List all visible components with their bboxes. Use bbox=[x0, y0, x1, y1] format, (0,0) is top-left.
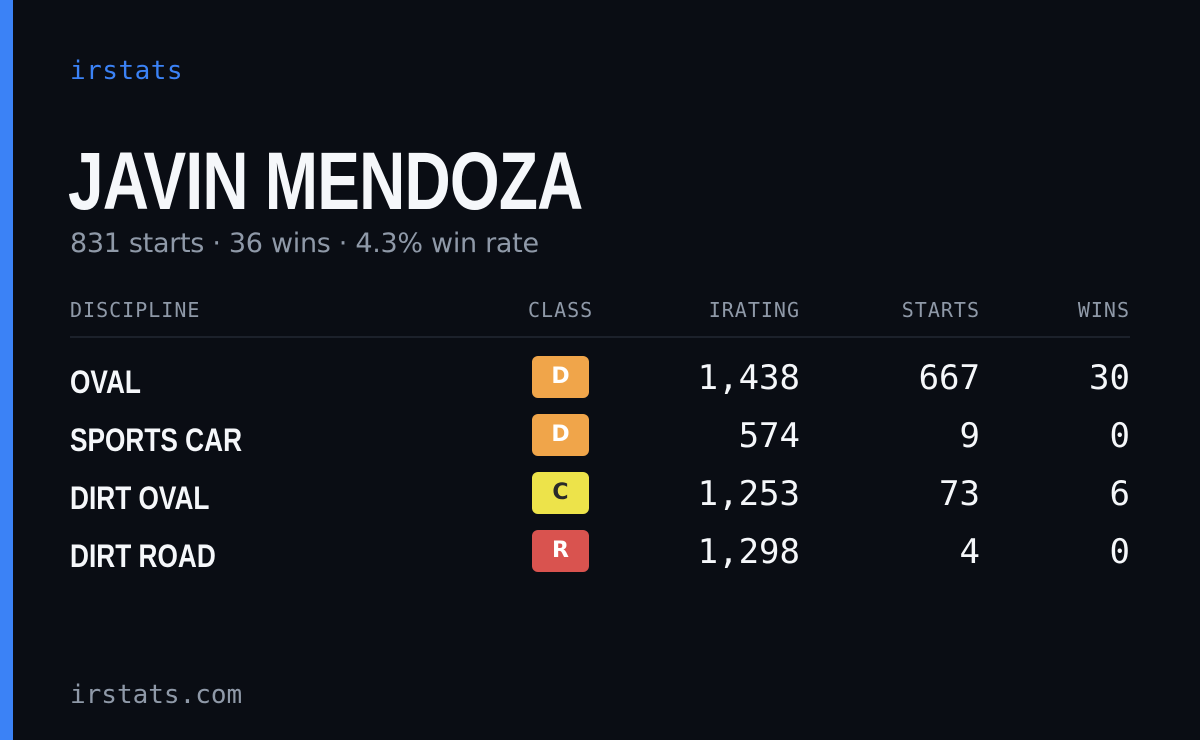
starts-value: 4 bbox=[959, 532, 980, 572]
table-header: DISCIPLINE CLASS IRATING STARTS WINS bbox=[70, 296, 1130, 338]
discipline-name: DIRT ROAD bbox=[70, 538, 216, 574]
irating-value: 1,298 bbox=[697, 532, 800, 572]
license-class-badge: C bbox=[532, 472, 589, 514]
wins-value: 30 bbox=[1089, 358, 1130, 398]
irating-value: 1,253 bbox=[697, 474, 800, 514]
irating-value: 574 bbox=[738, 416, 800, 456]
player-summary: 831 starts · 36 wins · 4.3% win rate bbox=[70, 228, 539, 259]
discipline-name: DIRT OVAL bbox=[70, 480, 210, 516]
wins-value: 0 bbox=[1109, 416, 1130, 456]
accent-bar bbox=[0, 0, 13, 740]
column-header-irating: IRATING bbox=[708, 298, 800, 322]
table-row: DIRT ROAD R 1,298 4 0 bbox=[70, 526, 1130, 584]
column-header-starts: STARTS bbox=[901, 298, 980, 322]
license-class-badge: R bbox=[532, 530, 589, 572]
table-row: DIRT OVAL C 1,253 73 6 bbox=[70, 468, 1130, 526]
starts-value: 73 bbox=[939, 474, 980, 514]
column-header-class: CLASS bbox=[528, 298, 594, 322]
player-name: JAVIN MENDOZA bbox=[68, 136, 583, 227]
irating-value: 1,438 bbox=[697, 358, 800, 398]
starts-value: 9 bbox=[959, 416, 980, 456]
column-header-wins: WINS bbox=[1077, 298, 1130, 322]
footer-url: irstats.com bbox=[70, 680, 243, 710]
discipline-name: OVAL bbox=[70, 364, 141, 400]
license-class-badge: D bbox=[532, 414, 589, 456]
column-header-discipline: DISCIPLINE bbox=[70, 298, 201, 322]
starts-value: 667 bbox=[918, 358, 980, 398]
wins-value: 0 bbox=[1109, 532, 1130, 572]
license-class-badge: D bbox=[532, 356, 589, 398]
discipline-name: SPORTS CAR bbox=[70, 422, 243, 458]
brand-logo: irstats bbox=[70, 56, 184, 86]
table-row: OVAL D 1,438 667 30 bbox=[70, 352, 1130, 410]
wins-value: 6 bbox=[1109, 474, 1130, 514]
stats-table: DISCIPLINE CLASS IRATING STARTS WINS OVA… bbox=[70, 296, 1130, 584]
table-row: SPORTS CAR D 574 9 0 bbox=[70, 410, 1130, 468]
